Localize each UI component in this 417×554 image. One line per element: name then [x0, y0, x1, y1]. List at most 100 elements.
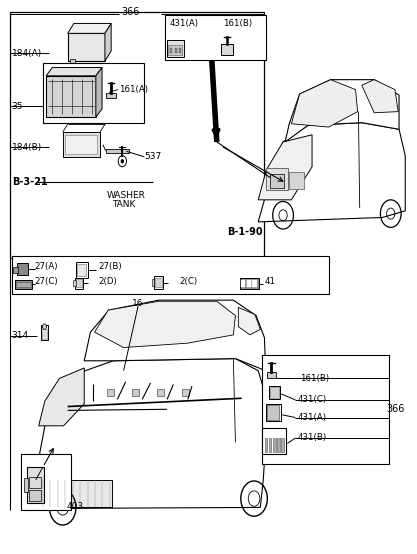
Text: 184(B): 184(B) [12, 143, 42, 152]
Bar [155, 278, 162, 287]
Bar [262, 355, 389, 464]
Polygon shape [95, 301, 236, 347]
Polygon shape [285, 80, 399, 142]
Bar [246, 280, 251, 288]
Text: 35: 35 [12, 101, 23, 111]
Bar [266, 404, 281, 422]
Text: 366: 366 [387, 404, 405, 414]
Bar [17, 263, 28, 275]
Bar [175, 48, 177, 53]
Bar [106, 148, 128, 153]
Polygon shape [39, 358, 266, 509]
Bar [41, 325, 48, 340]
Bar [165, 15, 266, 60]
Bar [157, 389, 164, 396]
Bar [281, 438, 284, 452]
Text: 537: 537 [144, 152, 161, 161]
Bar [132, 389, 139, 396]
Bar [171, 48, 173, 53]
Bar [107, 389, 115, 396]
Bar [29, 476, 41, 488]
Bar [77, 264, 86, 276]
Bar [46, 76, 96, 117]
Bar [273, 438, 276, 452]
Bar [10, 12, 264, 258]
Bar [167, 40, 183, 57]
Bar [154, 276, 163, 289]
Bar [241, 280, 245, 288]
Polygon shape [291, 80, 358, 127]
Bar [221, 44, 234, 55]
Bar [13, 266, 18, 273]
Text: B-3-21: B-3-21 [12, 177, 48, 187]
Bar [63, 132, 100, 157]
Polygon shape [68, 23, 111, 33]
Polygon shape [258, 122, 405, 222]
Circle shape [121, 159, 124, 163]
Text: 27(C): 27(C) [35, 278, 58, 286]
Bar [76, 279, 82, 287]
Bar [24, 478, 28, 492]
Circle shape [43, 324, 47, 330]
Text: 161(B): 161(B) [300, 374, 329, 383]
Text: 403: 403 [67, 502, 84, 511]
Bar [73, 280, 75, 286]
Bar [270, 174, 284, 188]
Text: 41: 41 [264, 278, 275, 286]
Text: 314: 314 [12, 331, 29, 341]
Bar [70, 59, 75, 65]
Text: 431(C): 431(C) [298, 396, 327, 404]
Bar [65, 135, 98, 153]
Text: 184(A): 184(A) [12, 49, 42, 58]
Polygon shape [96, 68, 102, 117]
Text: B-1-90: B-1-90 [227, 227, 263, 237]
Polygon shape [84, 300, 266, 371]
Bar [75, 278, 83, 289]
Text: 431(B): 431(B) [298, 433, 327, 443]
Text: 431(A): 431(A) [298, 413, 327, 422]
Bar [42, 330, 48, 339]
Bar [40, 480, 112, 507]
Bar [21, 454, 71, 510]
Polygon shape [46, 68, 102, 76]
Bar [27, 467, 44, 503]
Bar [152, 279, 154, 286]
Bar [252, 280, 256, 288]
Bar [277, 438, 280, 452]
Bar [29, 490, 41, 501]
Bar [106, 93, 116, 99]
Text: 27(A): 27(A) [35, 262, 58, 271]
Bar [265, 438, 267, 452]
Bar [267, 372, 276, 378]
Bar [68, 33, 105, 61]
Bar [266, 168, 289, 190]
Bar [270, 387, 279, 398]
Text: WASHER: WASHER [107, 191, 146, 200]
Bar [15, 280, 32, 289]
Bar [12, 256, 329, 294]
Bar [76, 262, 88, 278]
Text: 27(B): 27(B) [99, 262, 122, 271]
Text: 431(A): 431(A) [169, 19, 198, 28]
Polygon shape [105, 23, 111, 61]
Bar [43, 63, 144, 122]
Text: 161(A): 161(A) [119, 85, 148, 94]
Text: 161(B): 161(B) [223, 19, 252, 28]
Text: TANK: TANK [113, 201, 136, 209]
Bar [16, 282, 31, 288]
Bar [269, 386, 280, 399]
Bar [178, 48, 181, 53]
Bar [262, 428, 286, 454]
Bar [289, 172, 304, 189]
Polygon shape [362, 80, 398, 112]
Text: 2(D): 2(D) [99, 278, 118, 286]
Bar [240, 278, 259, 289]
Bar [267, 406, 279, 420]
Text: 16: 16 [132, 299, 144, 308]
Bar [168, 45, 182, 55]
Bar [181, 389, 189, 396]
Polygon shape [39, 368, 84, 426]
Polygon shape [239, 307, 260, 335]
Polygon shape [258, 135, 312, 200]
Text: 366: 366 [121, 7, 140, 17]
